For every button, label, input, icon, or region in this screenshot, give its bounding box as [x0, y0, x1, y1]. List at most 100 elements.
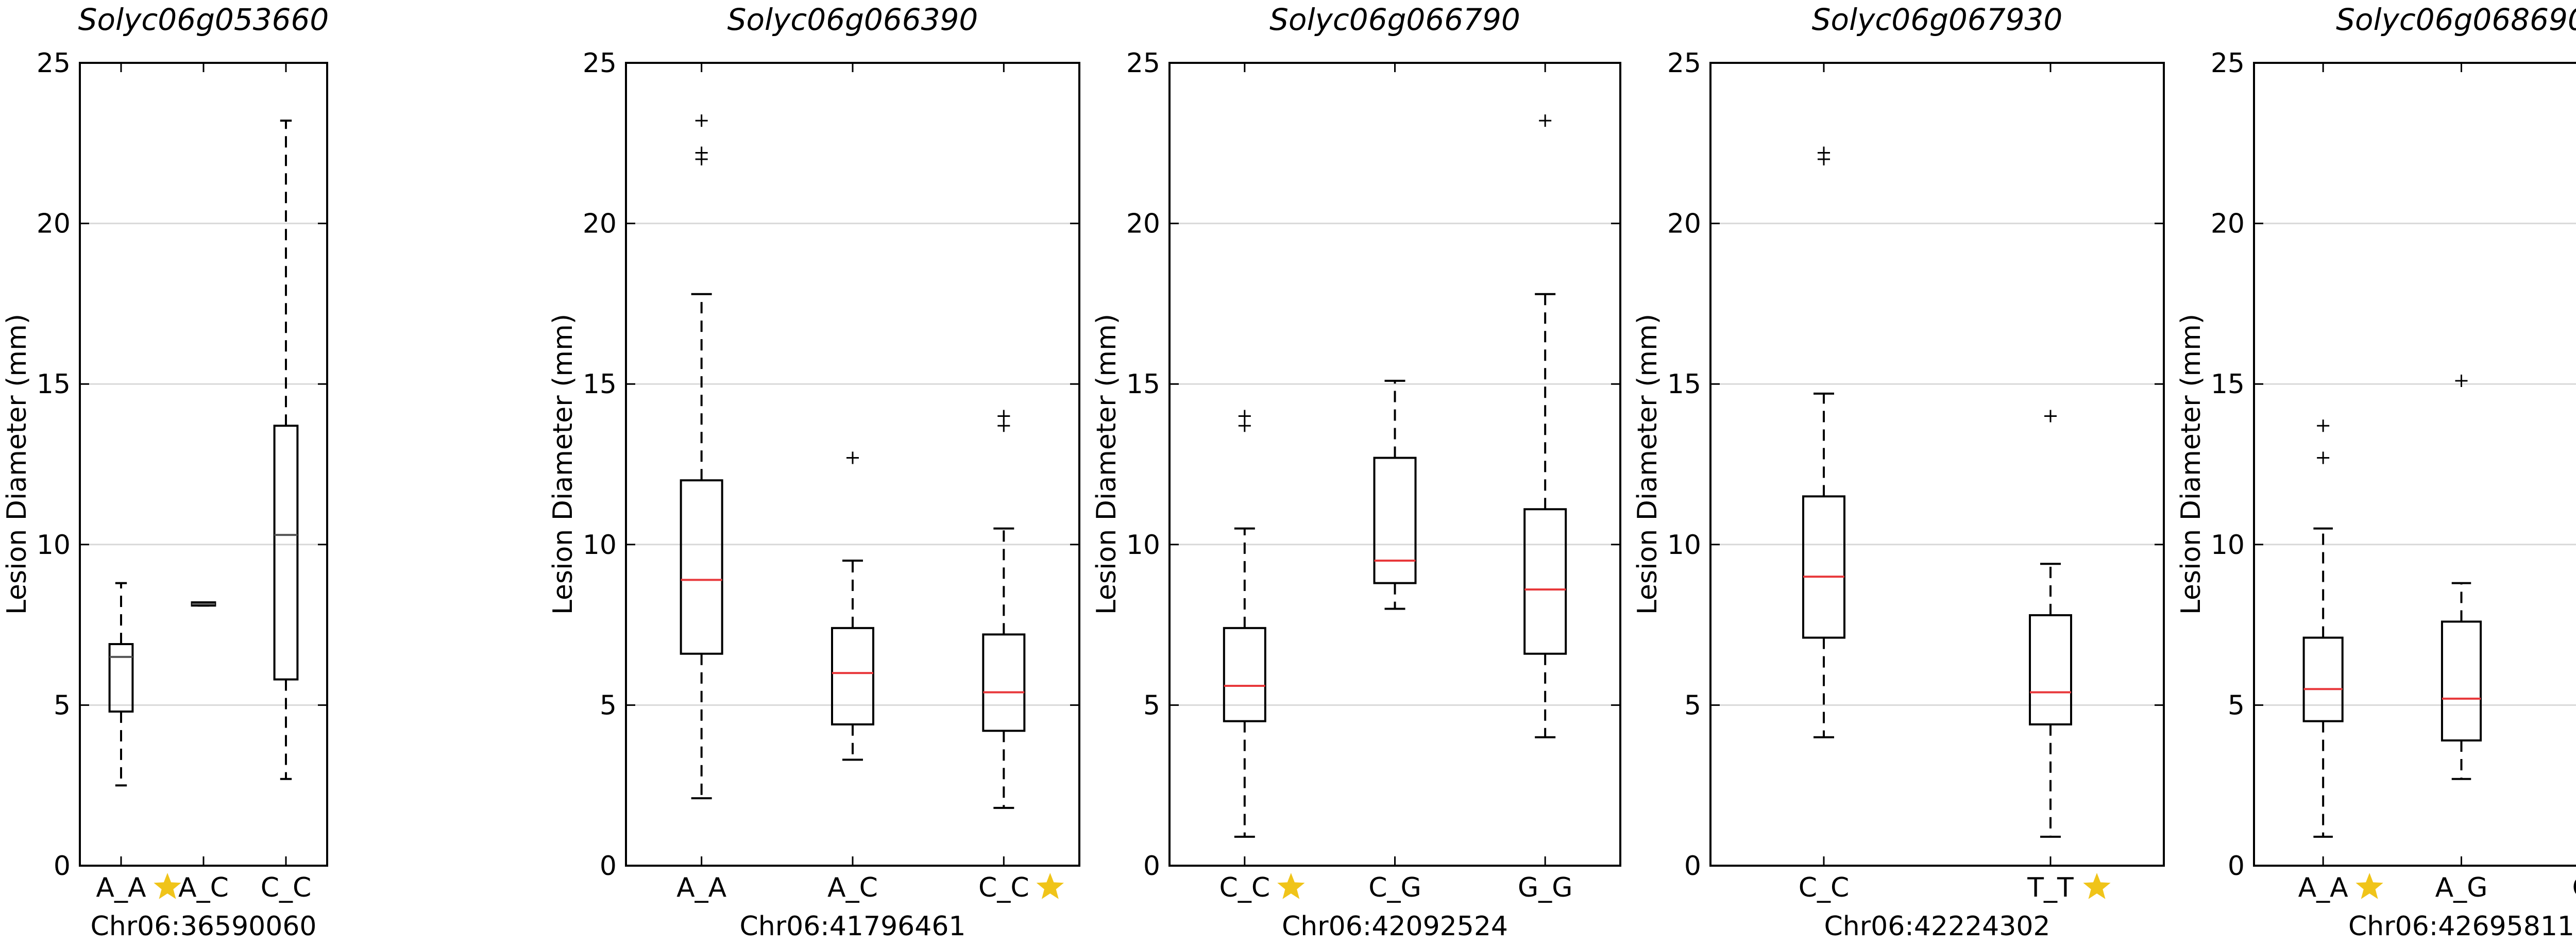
panel-title: Solyc06g053660	[78, 2, 329, 37]
y-tick-label: 15	[1126, 369, 1160, 400]
plot-frame	[79, 62, 328, 867]
y-tick-label: 10	[2211, 530, 2245, 561]
x-tick-label: C_C	[978, 872, 1029, 903]
box-iqr	[1373, 457, 1417, 584]
x-axis-label: Chr06:42224302	[1824, 911, 2050, 942]
outlier-point	[2455, 374, 2468, 387]
x-tick-label: A_C	[827, 872, 878, 903]
y-tick-label: 15	[37, 369, 71, 400]
box-iqr	[2029, 614, 2072, 726]
y-tick-label: 20	[37, 209, 71, 240]
box-c-c	[1223, 410, 1266, 838]
panel-title: Solyc06g066790	[1269, 2, 1520, 37]
y-tick-label: 5	[1143, 690, 1160, 721]
plot-frame	[2253, 62, 2576, 867]
x-axis-label: Chr06:42092524	[1282, 911, 1508, 942]
x-tick-label: A_A	[2298, 872, 2349, 903]
outlier-point	[695, 114, 708, 127]
star-icon	[2355, 873, 2383, 899]
x-tick-label: A_A	[96, 872, 146, 903]
box-iqr	[1223, 627, 1266, 722]
x-tick-label: C_C	[261, 872, 312, 903]
box-t-t	[2029, 410, 2072, 838]
box-iqr	[831, 627, 874, 726]
chart-panel-1: Solyc06g053660 Lesion Diameter (mm) 0 5 10 15…	[2, 2, 329, 942]
panel-title: Solyc06g066390	[727, 2, 978, 37]
y-tick-label: 10	[583, 530, 617, 561]
y-axis-label: Lesion Diameter (mm)	[1632, 314, 1663, 615]
box-iqr	[680, 479, 723, 655]
chart-panel-2: Solyc06g066390 Lesion Diameter (mm) 0 5 10 15…	[548, 2, 1080, 942]
box-a-g	[2441, 374, 2482, 780]
box-c-c	[273, 120, 299, 780]
box-a-a	[108, 582, 134, 787]
x-tick-label: C_G	[1368, 872, 1421, 903]
y-tick-label: 15	[583, 369, 617, 400]
x-axis-label: Chr06:42695811	[2348, 911, 2574, 942]
x-axis-label: Chr06:36590060	[90, 911, 316, 942]
star-icon	[1036, 873, 1064, 899]
outlier-point	[2317, 451, 2330, 464]
outlier-point	[1818, 146, 1830, 159]
box-iqr	[1523, 508, 1567, 655]
y-tick-label: 25	[2211, 48, 2245, 79]
y-tick-label: 25	[583, 48, 617, 79]
box-iqr	[1802, 495, 1845, 639]
y-tick-label: 20	[1667, 209, 1701, 240]
star-icon	[154, 873, 181, 899]
y-tick-label: 20	[2211, 209, 2245, 240]
y-tick-label: 5	[1684, 690, 1701, 721]
y-tick-label: 5	[600, 690, 617, 721]
y-tick-label: 0	[2228, 851, 2245, 882]
y-axis-label: Lesion Diameter (mm)	[2176, 314, 2207, 615]
y-tick-label: 10	[37, 530, 71, 561]
box-c-g	[1373, 379, 1417, 610]
plot-frame	[1709, 62, 2165, 867]
box-a-c	[831, 451, 874, 761]
y-axis-label: Lesion Diameter (mm)	[2, 314, 32, 615]
y-tick-label: 10	[1667, 530, 1701, 561]
y-tick-label: 5	[54, 690, 71, 721]
star-icon	[2083, 873, 2111, 899]
y-tick-label: 0	[1143, 851, 1160, 882]
y-tick-label: 20	[1126, 209, 1160, 240]
y-tick-label: 5	[2228, 690, 2245, 721]
x-tick-label: G_G	[2572, 872, 2576, 903]
x-tick-label: C_C	[1219, 872, 1270, 903]
outlier-point	[1238, 410, 1251, 423]
box-iqr	[2441, 620, 2482, 741]
y-tick-label: 0	[1684, 851, 1701, 882]
box-iqr	[273, 425, 299, 681]
chart-panel-3: Solyc06g066790 Lesion Diameter (mm) 0 5 10 15…	[1091, 2, 1621, 942]
y-tick-label: 25	[1667, 48, 1701, 79]
box-c-c	[982, 410, 1026, 809]
x-tick-label: A_C	[178, 872, 229, 903]
x-tick-label: A_A	[676, 872, 727, 903]
outlier-point	[997, 410, 1010, 423]
x-axis-label: Chr06:41796461	[739, 911, 965, 942]
box-iqr	[108, 643, 134, 713]
plot-frame	[1168, 62, 1621, 867]
box-a-a	[2302, 419, 2344, 838]
y-tick-label: 25	[37, 48, 71, 79]
outlier-point	[2044, 410, 2057, 423]
panel-title: Solyc06g067930	[1812, 2, 2063, 37]
x-tick-label: T_T	[2027, 872, 2074, 903]
y-axis-label: Lesion Diameter (mm)	[1091, 314, 1122, 615]
x-tick-label: A_G	[2435, 872, 2488, 903]
box-a-c	[191, 601, 216, 607]
outlier-point	[2317, 419, 2330, 432]
chart-panel-5: Solyc06g068690 Lesion Diameter (mm) 0 5 10 15…	[2176, 2, 2576, 942]
box-g-g	[1523, 114, 1567, 738]
y-tick-label: 15	[1667, 369, 1701, 400]
box-iqr	[2302, 636, 2344, 722]
chart-panel-4: Solyc06g067930 Lesion Diameter (mm) 0 5 10 15…	[1632, 2, 2165, 942]
star-icon	[1277, 873, 1305, 899]
y-tick-label: 20	[583, 209, 617, 240]
y-axis-label: Lesion Diameter (mm)	[548, 314, 579, 615]
y-tick-label: 15	[2211, 369, 2245, 400]
outlier-point	[846, 451, 859, 464]
box-c-c	[1802, 146, 1845, 738]
y-tick-label: 10	[1126, 530, 1160, 561]
x-tick-label: G_G	[1518, 872, 1573, 903]
